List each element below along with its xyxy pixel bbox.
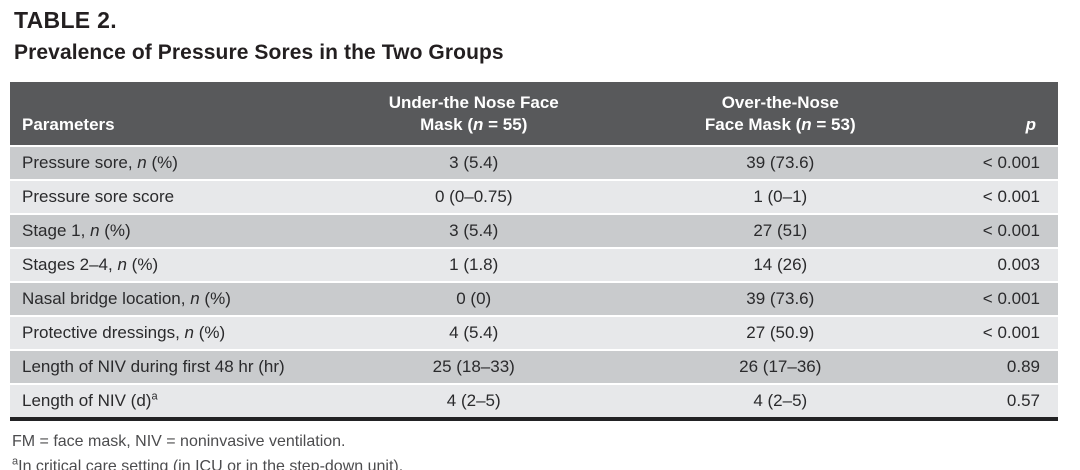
abbreviations-note: FM = face mask, NIV = noninvasive ventil… — [12, 433, 346, 451]
header-p-value: p — [947, 82, 1058, 148]
over-nose-value-cell: 14 (26) — [612, 248, 948, 284]
over-nose-value-cell: 27 (50.9) — [612, 316, 948, 352]
table-number-title: TABLE 2. — [14, 7, 117, 33]
table-row: Length of NIV (d)a 4 (2–5) 4 (2–5) 0.57 — [10, 384, 1058, 421]
footnote-a: aIn critical care setting (in ICU or in … — [12, 455, 404, 470]
under-nose-value-cell: 25 (18–33) — [334, 350, 613, 386]
header-over-nose-mask: Over-the-Nose Face Mask (n = 53) — [612, 82, 948, 148]
over-nose-value-cell: 39 (73.6) — [612, 146, 948, 182]
under-nose-value-cell: 4 (2–5) — [334, 384, 613, 421]
parameter-cell: Nasal bridge location, n (%) — [10, 282, 335, 318]
under-nose-value-cell: 3 (5.4) — [334, 146, 613, 182]
results-table: Parameters Under-the Nose Face Mask (n =… — [10, 82, 1058, 422]
table-row: Stage 1, n (%) 3 (5.4) 27 (51) < 0.001 — [10, 214, 1058, 250]
under-nose-value-cell: 4 (5.4) — [334, 316, 613, 352]
table-row: Stages 2–4, n (%) 1 (1.8) 14 (26) 0.003 — [10, 248, 1058, 284]
under-nose-value-cell: 0 (0) — [334, 282, 613, 318]
table-row: Pressure sore score 0 (0–0.75) 1 (0–1) <… — [10, 180, 1058, 216]
parameter-cell: Length of NIV (d)a — [10, 384, 335, 421]
over-nose-value-cell: 27 (51) — [612, 214, 948, 250]
over-nose-value-cell: 26 (17–36) — [612, 350, 948, 386]
parameter-cell: Stage 1, n (%) — [10, 214, 335, 250]
footnote-a-marker: a — [12, 455, 19, 468]
header-parameters: Parameters — [10, 82, 335, 148]
table-caption: Prevalence of Pressure Sores in the Two … — [14, 41, 504, 64]
table-header: Parameters Under-the Nose Face Mask (n =… — [10, 82, 1058, 148]
parameter-cell: Length of NIV during first 48 hr (hr) — [10, 350, 335, 386]
parameter-cell: Protective dressings, n (%) — [10, 316, 335, 352]
table-body: Pressure sore, n (%) 3 (5.4) 39 (73.6) <… — [10, 146, 1058, 421]
table-row: Protective dressings, n (%) 4 (5.4) 27 (… — [10, 316, 1058, 352]
p-value-cell: < 0.001 — [947, 146, 1058, 182]
footnote-marker: a — [151, 390, 158, 403]
p-value-cell: < 0.001 — [947, 316, 1058, 352]
p-value-cell: < 0.001 — [947, 214, 1058, 250]
under-nose-value-cell: 3 (5.4) — [334, 214, 613, 250]
p-value-cell: 0.003 — [947, 248, 1058, 284]
p-value-cell: < 0.001 — [947, 282, 1058, 318]
p-value-cell: 0.89 — [947, 350, 1058, 386]
table-row: Length of NIV during first 48 hr (hr) 25… — [10, 350, 1058, 386]
over-nose-value-cell: 1 (0–1) — [612, 180, 948, 216]
table-row: Pressure sore, n (%) 3 (5.4) 39 (73.6) <… — [10, 146, 1058, 182]
header-row: Parameters Under-the Nose Face Mask (n =… — [10, 82, 1058, 148]
parameter-cell: Pressure sore score — [10, 180, 335, 216]
under-nose-value-cell: 0 (0–0.75) — [334, 180, 613, 216]
under-nose-value-cell: 1 (1.8) — [334, 248, 613, 284]
parameter-cell: Pressure sore, n (%) — [10, 146, 335, 182]
header-under-nose-mask: Under-the Nose Face Mask (n = 55) — [334, 82, 613, 148]
p-value-cell: < 0.001 — [947, 180, 1058, 216]
p-value-cell: 0.57 — [947, 384, 1058, 421]
over-nose-value-cell: 4 (2–5) — [612, 384, 948, 421]
over-nose-value-cell: 39 (73.6) — [612, 282, 948, 318]
parameter-cell: Stages 2–4, n (%) — [10, 248, 335, 284]
table-row: Nasal bridge location, n (%) 0 (0) 39 (7… — [10, 282, 1058, 318]
table-footnotes: FM = face mask, NIV = noninvasive ventil… — [12, 430, 1080, 470]
